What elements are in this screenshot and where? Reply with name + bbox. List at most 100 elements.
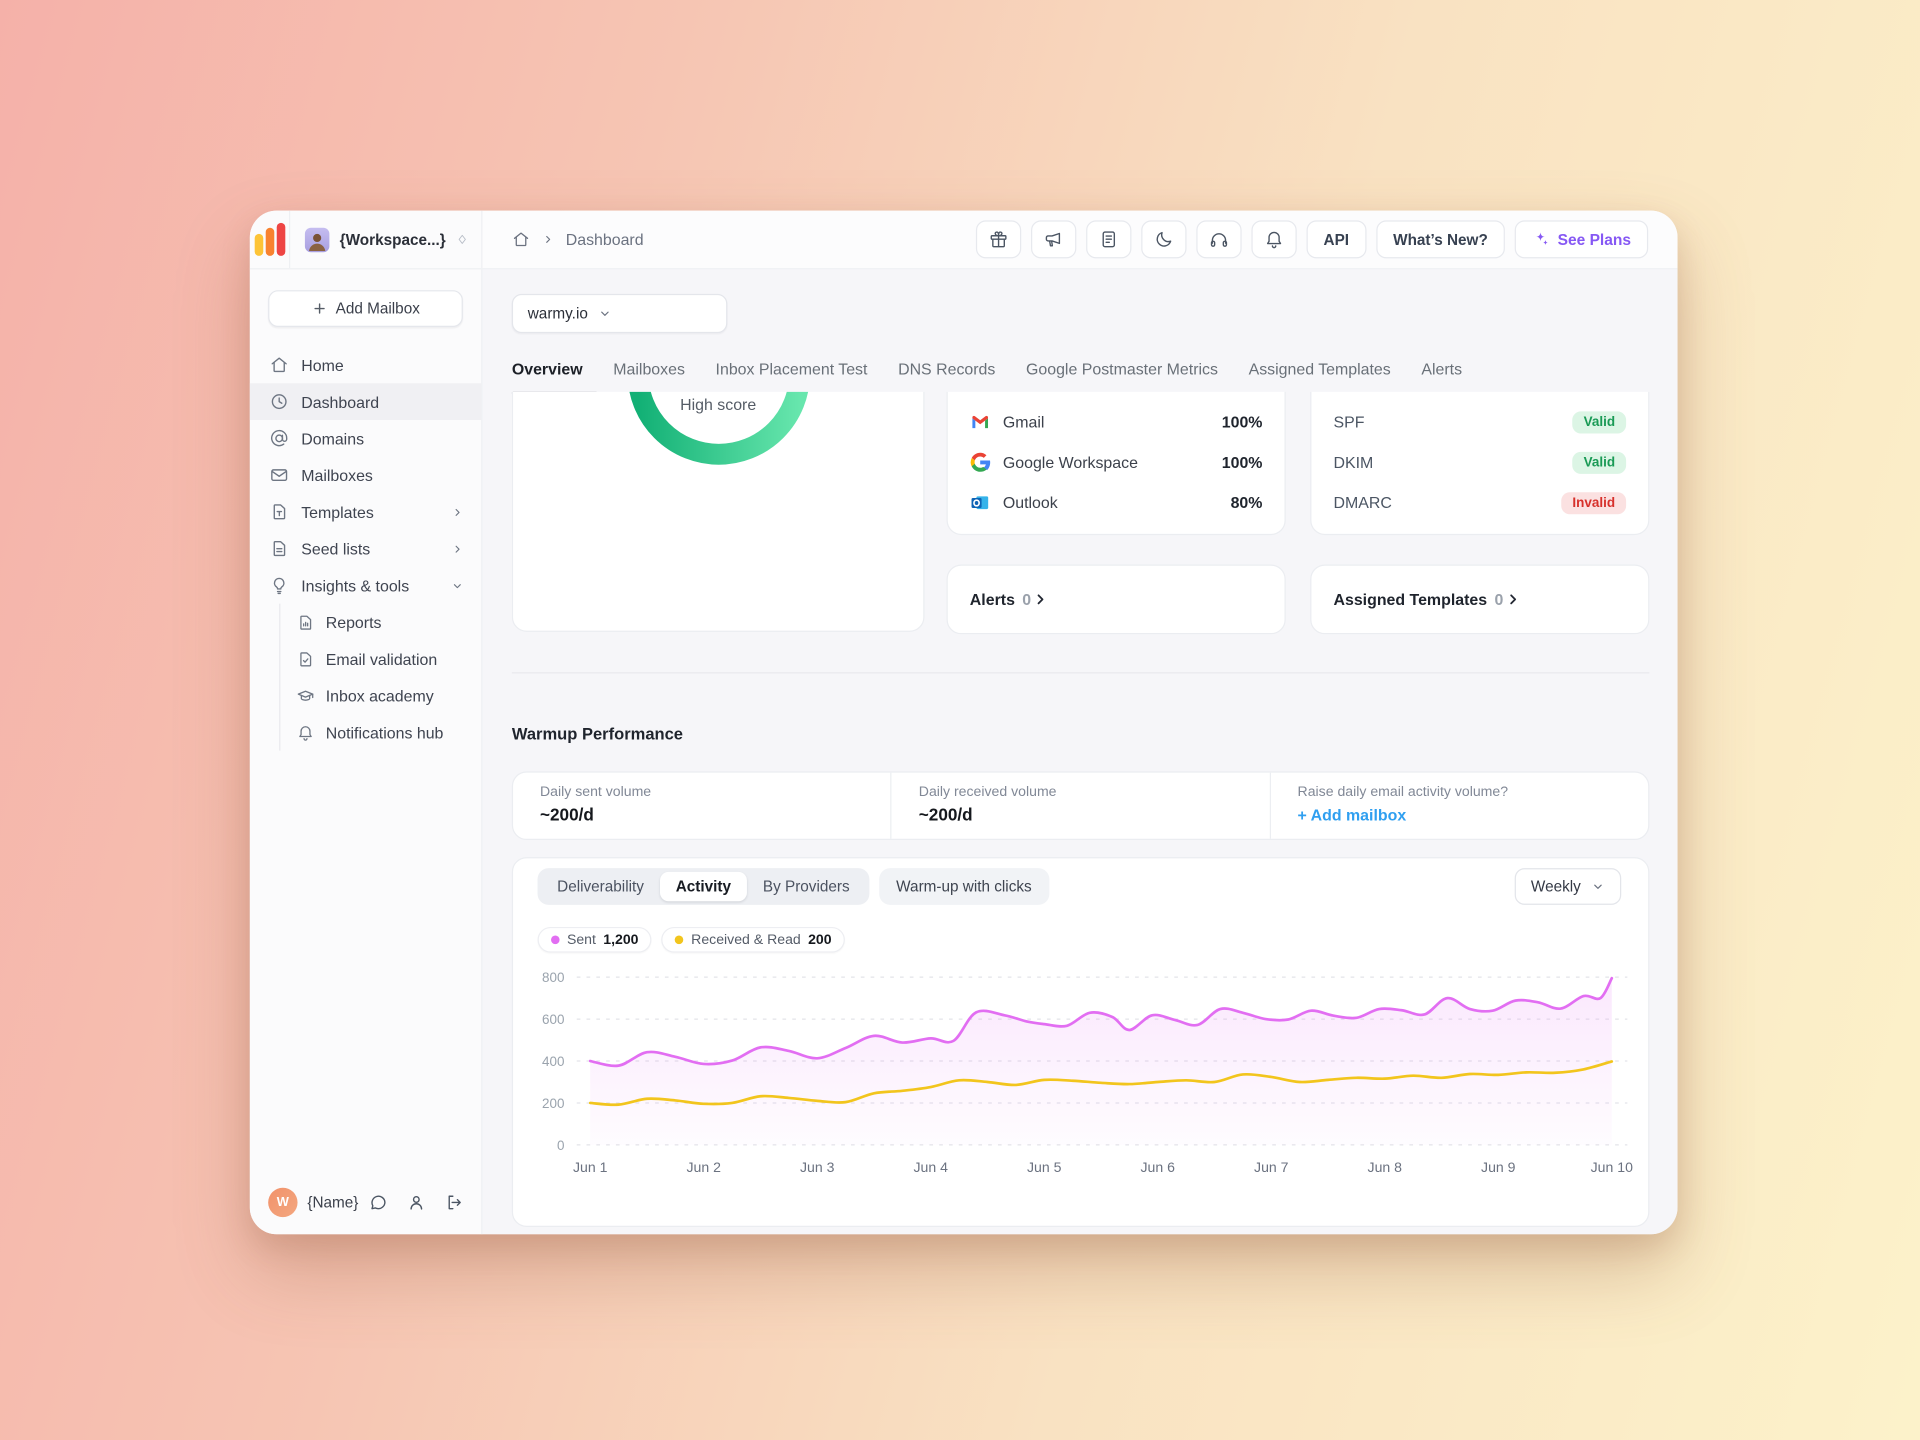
legend-label: Received & Read xyxy=(691,932,801,948)
megaphone-icon xyxy=(1043,229,1064,250)
tab-assigned-templates[interactable]: Assigned Templates xyxy=(1248,360,1391,379)
tab-overview[interactable]: Overview xyxy=(511,360,598,395)
sidebar-item-domains[interactable]: Domains xyxy=(250,420,481,457)
sidebar-item-label: Templates xyxy=(301,502,374,522)
tab-dns-records[interactable]: DNS Records xyxy=(898,360,996,379)
dns-row-dmarc: DMARC Invalid xyxy=(1311,482,1648,522)
home-icon[interactable] xyxy=(512,230,530,248)
see-plans-button[interactable]: See Plans xyxy=(1514,220,1649,259)
whats-new-button[interactable]: What’s New? xyxy=(1375,220,1505,259)
period-select-value: Weekly xyxy=(1530,877,1581,896)
logout-button[interactable] xyxy=(444,1193,464,1213)
provider-row-gmail: Gmail 100% xyxy=(948,402,1285,442)
overview-cards: High score Gmail 100% Google Workspace 100%… xyxy=(511,391,1650,635)
svg-text:Jun 9: Jun 9 xyxy=(1481,1159,1516,1175)
app-logo[interactable] xyxy=(250,210,291,269)
user-panel: W {Name} xyxy=(250,1171,481,1235)
sidebar-item-mailboxes[interactable]: Mailboxes xyxy=(250,457,481,494)
chart-tab-deliverability[interactable]: Deliverability xyxy=(557,877,644,896)
provider-name: Outlook xyxy=(1002,493,1058,512)
plus-icon xyxy=(311,300,328,317)
legend-chip-sent[interactable]: Sent 1,200 xyxy=(537,926,652,953)
sparkles-icon xyxy=(1532,230,1550,248)
svg-text:Jun 5: Jun 5 xyxy=(1027,1159,1062,1175)
workspace-switcher[interactable]: {Workspace...} xyxy=(291,211,482,269)
dark-mode-button[interactable] xyxy=(1141,220,1187,259)
sidebar-item-seed-lists[interactable]: Seed lists xyxy=(250,530,481,567)
sidebar-subitem-reports[interactable]: Reports xyxy=(280,604,481,641)
chart-tab-by-providers[interactable]: By Providers xyxy=(762,877,850,896)
score-gauge xyxy=(628,391,808,465)
notifications-button[interactable] xyxy=(1251,220,1297,259)
warmup-chart-card: Deliverability Activity By Providers Warm-… xyxy=(511,857,1650,1227)
support-button[interactable] xyxy=(1196,220,1242,259)
add-mailbox-button[interactable]: Add Mailbox xyxy=(268,290,463,327)
provider-row-outlook: Outlook 80% xyxy=(948,482,1285,522)
tab-google-postmaster-metrics[interactable]: Google Postmaster Metrics xyxy=(1025,360,1218,379)
svg-text:Jun 8: Jun 8 xyxy=(1368,1159,1403,1175)
alerts-card-title: Alerts xyxy=(969,590,1015,609)
stat-value: ~200/d xyxy=(918,804,973,825)
chevron-right-icon xyxy=(451,505,464,518)
warmy-logo-icon xyxy=(254,222,285,256)
sidebar-subitem-label: Email validation xyxy=(325,649,438,668)
sidebar-item-insights-tools[interactable]: Insights & tools xyxy=(250,567,481,604)
dns-record-name: DMARC xyxy=(1333,493,1392,512)
sidebar-subitem-inbox-academy[interactable]: Inbox academy xyxy=(280,677,481,714)
graduation-cap-icon xyxy=(296,686,314,704)
sidebar-item-templates[interactable]: Templates xyxy=(250,493,481,530)
tab-mailboxes[interactable]: Mailboxes xyxy=(613,360,685,379)
alerts-card[interactable]: Alerts 0 xyxy=(946,564,1286,635)
outlook-icon xyxy=(970,492,991,513)
svg-text:400: 400 xyxy=(542,1054,564,1069)
chevron-down-icon xyxy=(1591,879,1606,894)
provider-score: 100% xyxy=(1221,412,1263,432)
warmup-performance-title: Warmup Performance xyxy=(511,724,684,744)
chevron-down-icon xyxy=(598,306,613,321)
at-sign-icon xyxy=(269,429,289,449)
legend-label: Sent xyxy=(566,932,596,948)
google-icon xyxy=(970,452,991,473)
sidebar-item-home[interactable]: Home xyxy=(250,347,481,384)
tab-warm-up-with-clicks[interactable]: Warm-up with clicks xyxy=(879,868,1049,905)
rewards-button[interactable] xyxy=(975,220,1022,259)
period-select[interactable]: Weekly xyxy=(1514,868,1622,905)
sidebar: {Workspace...} Add Mailbox Home Dashboard… xyxy=(249,210,483,1235)
provider-row-google-workspace: Google Workspace 100% xyxy=(948,442,1285,482)
list-file-icon xyxy=(269,539,289,559)
svg-text:Jun 2: Jun 2 xyxy=(686,1159,721,1175)
svg-text:Jun 1: Jun 1 xyxy=(573,1159,608,1175)
assigned-templates-card[interactable]: Assigned Templates 0 xyxy=(1310,564,1650,635)
legend-chip-received-read[interactable]: Received & Read 200 xyxy=(661,926,846,953)
profile-button[interactable] xyxy=(406,1193,426,1213)
add-mailbox-link[interactable]: + Add mailbox xyxy=(1297,805,1407,825)
support-chat-button[interactable] xyxy=(368,1193,388,1213)
user-name: {Name} xyxy=(307,1193,359,1212)
tab-alerts[interactable]: Alerts xyxy=(1421,360,1463,379)
home-icon xyxy=(269,355,289,375)
sidebar-subitem-notifications-hub[interactable]: Notifications hub xyxy=(280,714,481,751)
score-label: High score xyxy=(680,395,757,414)
domain-select[interactable]: warmy.io xyxy=(511,293,728,334)
workspace-avatar xyxy=(305,227,330,252)
stat-daily-sent-volume: Daily sent volume ~200/d xyxy=(513,773,891,839)
status-badge: Valid xyxy=(1572,410,1627,433)
sidebar-nav: Home Dashboard Domains Mailboxes Templates Se… xyxy=(249,347,482,604)
domain-select-value: warmy.io xyxy=(527,304,588,323)
announcements-button[interactable] xyxy=(1030,220,1077,259)
user-avatar: W xyxy=(268,1187,298,1218)
person-icon xyxy=(406,1193,426,1213)
tab-inbox-placement-test[interactable]: Inbox Placement Test xyxy=(715,360,868,379)
api-button[interactable]: API xyxy=(1306,220,1367,259)
check-file-icon xyxy=(296,650,314,668)
sidebar-subitem-email-validation[interactable]: Email validation xyxy=(280,640,481,677)
sidebar-header: {Workspace...} xyxy=(249,210,482,270)
svg-text:Jun 4: Jun 4 xyxy=(914,1159,949,1175)
sidebar-subitem-label: Inbox academy xyxy=(325,686,434,705)
sidebar-item-label: Insights & tools xyxy=(301,576,410,595)
sidebar-item-dashboard[interactable]: Dashboard xyxy=(249,383,482,420)
stat-label: Daily sent volume xyxy=(540,784,652,800)
documentation-button[interactable] xyxy=(1085,220,1132,259)
gift-icon xyxy=(988,229,1009,250)
chart-tab-activity[interactable]: Activity xyxy=(659,871,747,902)
